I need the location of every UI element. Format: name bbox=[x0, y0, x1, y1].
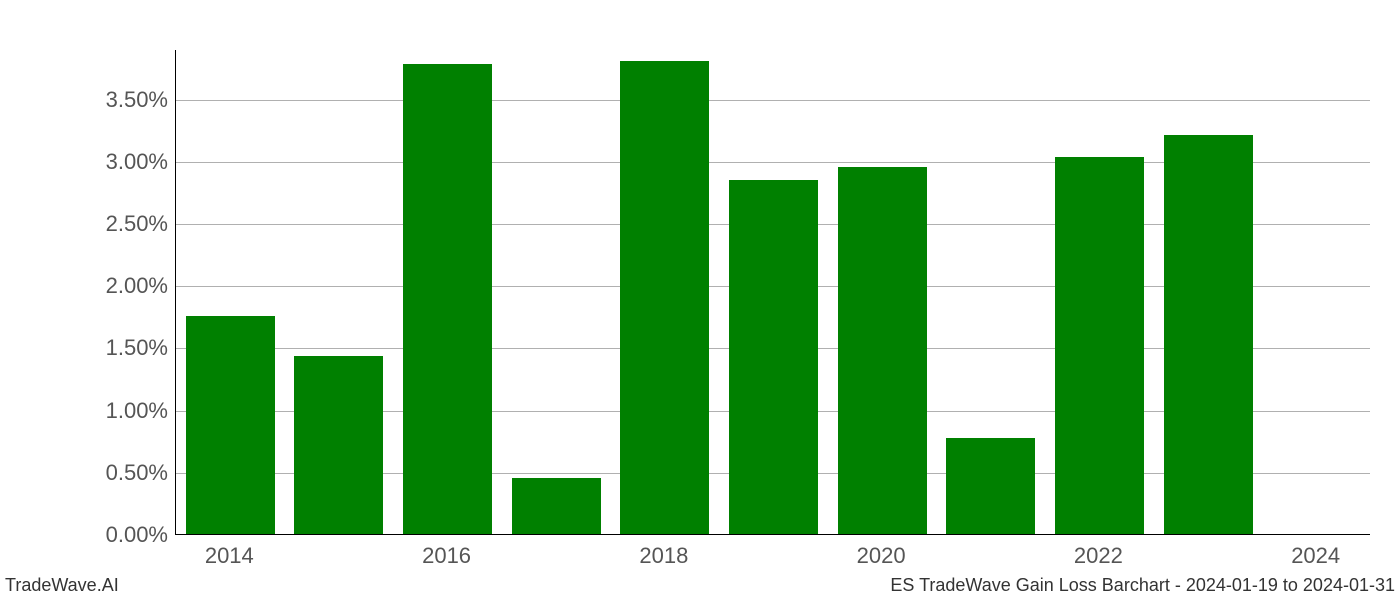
footer-left-brand: TradeWave.AI bbox=[5, 575, 119, 596]
bar-2019 bbox=[729, 180, 818, 534]
ytick-label: 1.00% bbox=[106, 398, 168, 424]
bar-2022 bbox=[1055, 157, 1144, 534]
ytick-label: 3.00% bbox=[106, 149, 168, 175]
xtick-label: 2014 bbox=[205, 543, 254, 569]
bar-2018 bbox=[620, 61, 709, 534]
xtick-label: 2016 bbox=[422, 543, 471, 569]
ytick-label: 3.50% bbox=[106, 87, 168, 113]
footer-right-title: ES TradeWave Gain Loss Barchart - 2024-0… bbox=[890, 575, 1395, 596]
ytick-label: 0.00% bbox=[106, 522, 168, 548]
bar-2016 bbox=[403, 64, 492, 534]
xtick-label: 2024 bbox=[1291, 543, 1340, 569]
chart-plot-area bbox=[175, 50, 1370, 535]
gridline bbox=[176, 100, 1370, 101]
xtick-label: 2020 bbox=[857, 543, 906, 569]
plot-area bbox=[175, 50, 1370, 535]
bar-2023 bbox=[1164, 135, 1253, 534]
ytick-label: 0.50% bbox=[106, 460, 168, 486]
bar-2017 bbox=[512, 478, 601, 534]
ytick-label: 1.50% bbox=[106, 335, 168, 361]
xtick-label: 2018 bbox=[639, 543, 688, 569]
ytick-label: 2.50% bbox=[106, 211, 168, 237]
bar-2020 bbox=[838, 167, 927, 534]
bar-2014 bbox=[186, 316, 275, 534]
ytick-label: 2.00% bbox=[106, 273, 168, 299]
bar-2021 bbox=[946, 438, 1035, 534]
xtick-label: 2022 bbox=[1074, 543, 1123, 569]
bar-2015 bbox=[294, 356, 383, 534]
